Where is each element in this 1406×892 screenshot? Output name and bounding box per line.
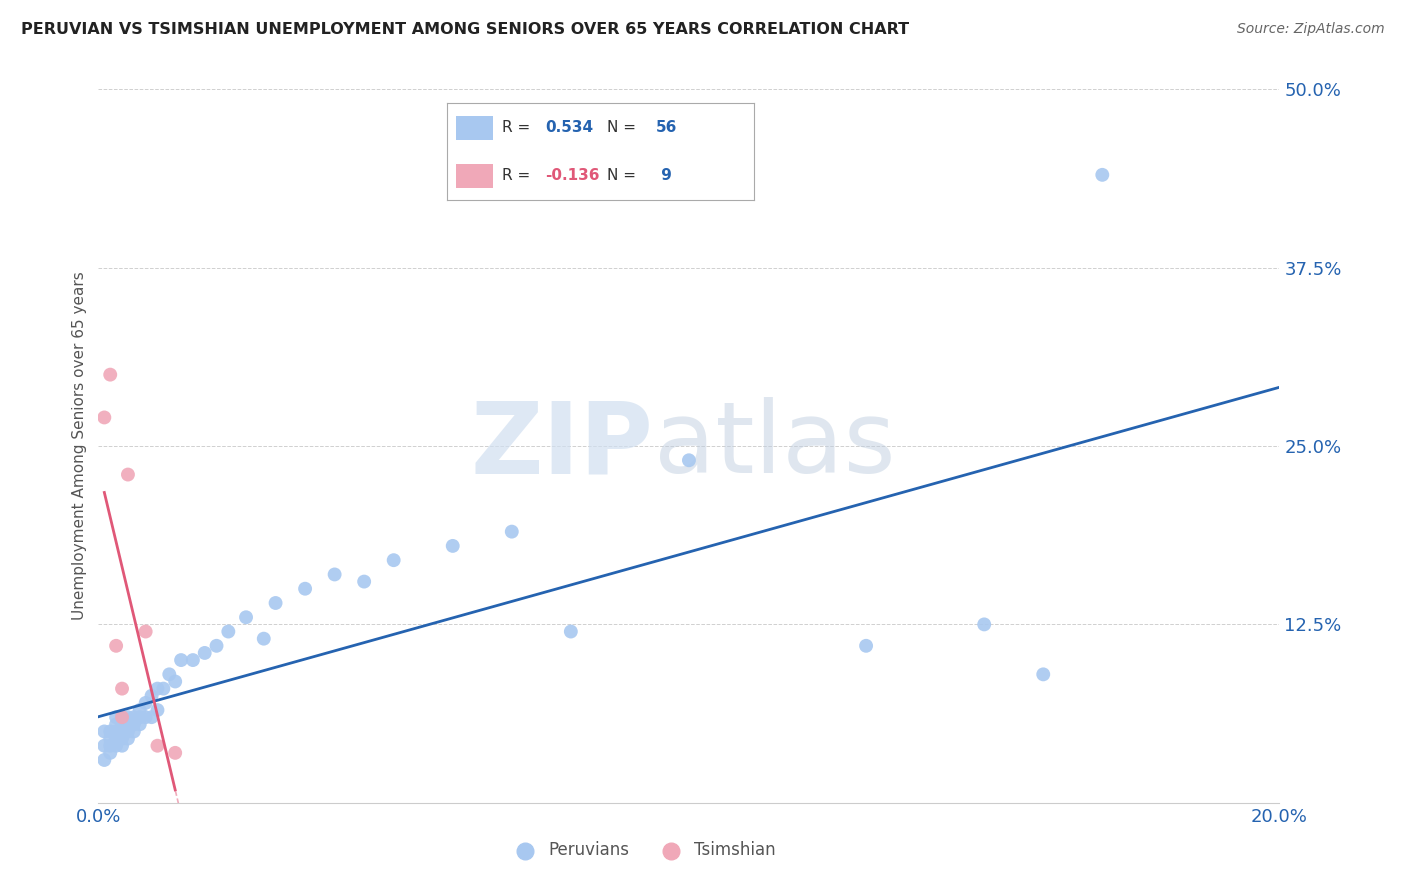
Point — [117, 731, 139, 746]
Point — [111, 710, 134, 724]
Point — [235, 610, 257, 624]
Point — [93, 739, 115, 753]
Point — [105, 724, 128, 739]
Point — [117, 467, 139, 482]
Point — [146, 681, 169, 696]
Point — [105, 739, 128, 753]
Point — [264, 596, 287, 610]
Point — [105, 710, 128, 724]
Point — [93, 410, 115, 425]
Point — [122, 724, 145, 739]
Point — [441, 539, 464, 553]
Point — [98, 368, 121, 382]
Point — [111, 739, 134, 753]
Point — [1032, 667, 1054, 681]
Point — [170, 653, 193, 667]
Point — [855, 639, 877, 653]
Point — [973, 617, 995, 632]
Point — [111, 710, 134, 724]
Point — [353, 574, 375, 589]
Point — [135, 624, 157, 639]
Point — [501, 524, 523, 539]
Point — [111, 731, 134, 746]
Point — [141, 689, 163, 703]
Point — [98, 746, 121, 760]
Point — [111, 681, 134, 696]
Point — [98, 724, 121, 739]
Point — [98, 731, 121, 746]
Point — [165, 746, 187, 760]
Point — [135, 696, 157, 710]
Point — [117, 710, 139, 724]
Point — [205, 639, 228, 653]
Point — [117, 724, 139, 739]
Point — [141, 710, 163, 724]
Legend: Peruvians, Tsimshian: Peruvians, Tsimshian — [501, 835, 782, 866]
Point — [128, 717, 150, 731]
Point — [194, 646, 217, 660]
Text: Source: ZipAtlas.com: Source: ZipAtlas.com — [1237, 22, 1385, 37]
Point — [93, 753, 115, 767]
Point — [111, 724, 134, 739]
Point — [146, 703, 169, 717]
Point — [105, 717, 128, 731]
Point — [122, 717, 145, 731]
Point — [105, 731, 128, 746]
Text: PERUVIAN VS TSIMSHIAN UNEMPLOYMENT AMONG SENIORS OVER 65 YEARS CORRELATION CHART: PERUVIAN VS TSIMSHIAN UNEMPLOYMENT AMONG… — [21, 22, 910, 37]
Point — [560, 624, 582, 639]
Point — [217, 624, 239, 639]
Point — [146, 739, 169, 753]
Point — [128, 710, 150, 724]
Point — [678, 453, 700, 467]
Point — [294, 582, 316, 596]
Point — [122, 710, 145, 724]
Point — [152, 681, 174, 696]
Y-axis label: Unemployment Among Seniors over 65 years: Unemployment Among Seniors over 65 years — [72, 272, 87, 620]
Point — [382, 553, 405, 567]
Point — [323, 567, 346, 582]
Text: ZIP: ZIP — [471, 398, 654, 494]
Point — [105, 639, 128, 653]
Point — [253, 632, 276, 646]
Point — [117, 717, 139, 731]
Point — [135, 710, 157, 724]
Point — [1091, 168, 1114, 182]
Point — [111, 717, 134, 731]
Point — [165, 674, 187, 689]
Point — [157, 667, 180, 681]
Point — [98, 739, 121, 753]
Text: atlas: atlas — [654, 398, 896, 494]
Point — [181, 653, 204, 667]
Point — [128, 703, 150, 717]
Point — [93, 724, 115, 739]
